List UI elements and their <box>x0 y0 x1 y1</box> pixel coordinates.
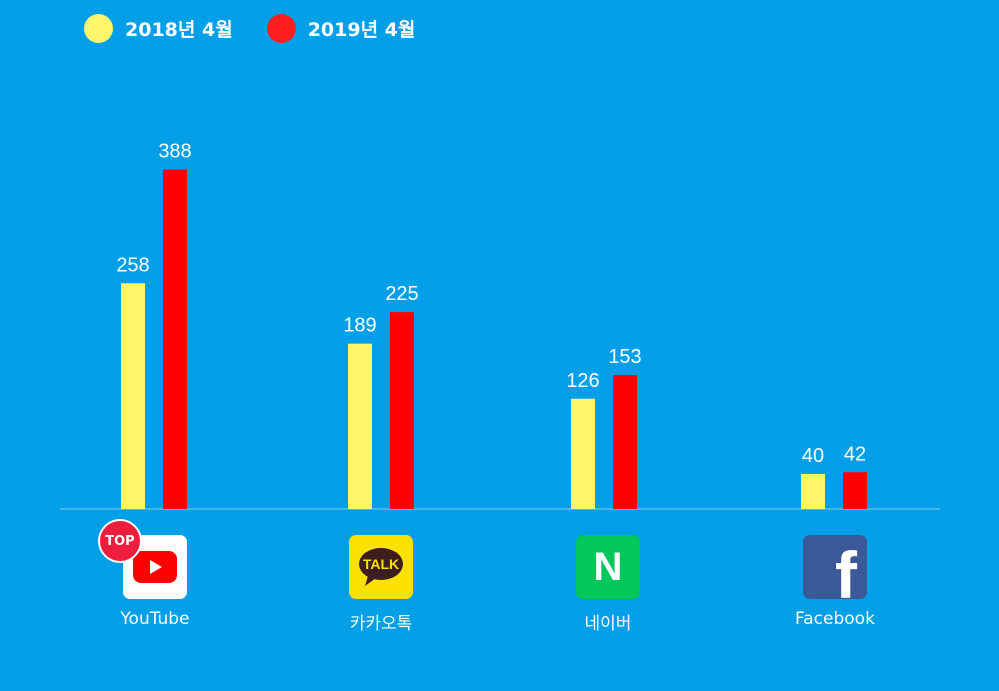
category-youtube: TOP YouTube <box>85 519 225 629</box>
category-naver: N 네이버 <box>538 535 678 634</box>
youtube-icon: TOP <box>98 519 187 599</box>
legend-label-2019: 2019년 4월 <box>307 19 416 41</box>
bar-0-series-1 <box>163 169 187 509</box>
bar-3-series-1 <box>843 472 867 509</box>
data-label-2-series-0: 126 <box>566 370 599 392</box>
kakaotalk-icon: TALK <box>349 535 413 599</box>
category-facebook: f Facebook <box>765 535 905 629</box>
talk-bubble-icon: TALK <box>359 548 403 586</box>
category-kakaotalk: TALK 카카오톡 <box>311 535 451 634</box>
talk-text: TALK <box>363 556 399 572</box>
top-badge: TOP <box>98 519 142 563</box>
facebook-icon: f <box>803 535 867 599</box>
naver-icon: N <box>576 535 640 599</box>
bar-1-series-0 <box>348 343 372 509</box>
naver-letter: N <box>593 545 623 589</box>
legend-swatch-2019 <box>266 14 296 43</box>
bar-3-series-0 <box>801 474 825 509</box>
category-label-kakaotalk: 카카오톡 <box>349 614 413 634</box>
data-label-0-series-1: 388 <box>158 141 191 163</box>
legend-item-2019: 2019년 4월 <box>266 14 416 43</box>
legend-label-2018: 2018년 4월 <box>125 19 233 41</box>
data-label-0-series-0: 258 <box>116 254 149 276</box>
data-label-2-series-1: 153 <box>608 346 641 368</box>
youtube-play-icon <box>133 551 177 583</box>
data-label-3-series-1: 42 <box>844 443 866 465</box>
data-label-1-series-0: 189 <box>343 315 376 337</box>
legend-item-2018: 2018년 4월 <box>84 14 233 43</box>
category-label-facebook: Facebook <box>795 609 875 629</box>
bar-1-series-1 <box>390 312 414 509</box>
facebook-letter: f <box>835 537 857 599</box>
bar-0-series-0 <box>121 283 145 509</box>
bar-2-series-0 <box>571 398 595 509</box>
bar-2-series-1 <box>613 375 637 509</box>
category-label-naver: 네이버 <box>584 614 632 634</box>
chart-legend: 2018년 4월 2019년 4월 <box>84 14 415 43</box>
legend-swatch-2018 <box>84 14 113 43</box>
data-label-3-series-0: 40 <box>802 445 824 467</box>
category-label-youtube: YouTube <box>120 609 190 629</box>
data-label-1-series-1: 225 <box>385 283 418 305</box>
